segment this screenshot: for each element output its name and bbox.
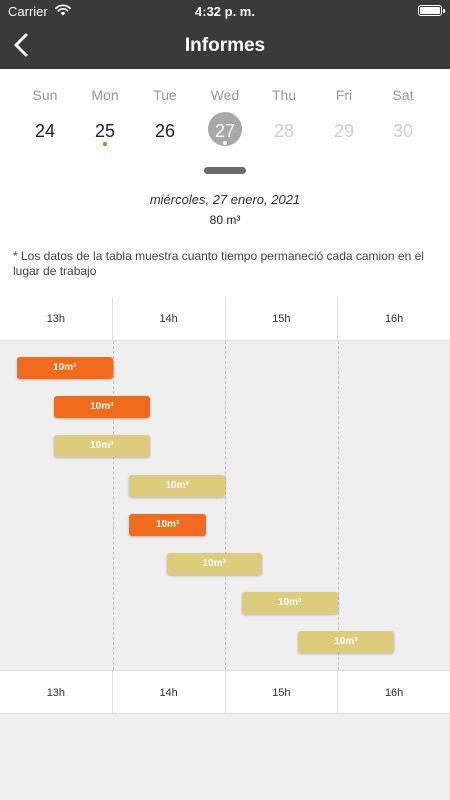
report-date: miércoles, 27 enero, 2021 bbox=[149, 192, 301, 207]
page-title: Informes bbox=[184, 35, 266, 56]
truck-stay-bar[interactable]: 10m³ bbox=[129, 474, 225, 497]
day-number: 27 bbox=[214, 121, 236, 141]
day-name: Fri bbox=[335, 87, 353, 103]
hour-label: 14h bbox=[113, 671, 226, 713]
day-tue[interactable]: Tue 26 bbox=[135, 69, 195, 169]
hours-header-top: 13h 14h 15h 16h bbox=[0, 297, 450, 341]
hour-label: 16h bbox=[384, 313, 404, 325]
report-summary: miércoles, 27 enero, 2021 80 m³ * Los da… bbox=[0, 183, 450, 297]
day-name: Wed bbox=[210, 87, 240, 103]
day-number: 26 bbox=[154, 121, 176, 141]
hour-label: 15h bbox=[226, 297, 339, 340]
hour-gridline bbox=[337, 341, 339, 670]
truck-timeline: 10m³ 10m³ 10m³ 10m³ 10m³ 10m³ 10m³ 10m³ bbox=[0, 341, 450, 670]
report-note: * Los datos de la tabla muestra cuanto t… bbox=[13, 249, 424, 278]
day-wed[interactable]: Wed 27 bbox=[195, 69, 255, 169]
truck-stay-bar[interactable]: 10m³ bbox=[241, 592, 338, 615]
day-mon[interactable]: Mon 25 bbox=[75, 69, 135, 169]
day-sat[interactable]: Sat 30 bbox=[373, 69, 433, 169]
truck-stay-bar[interactable]: 10m³ bbox=[298, 631, 394, 654]
day-number: 24 bbox=[34, 121, 56, 141]
status-bar: Carrier 4:32 p. m. bbox=[0, 0, 450, 22]
day-number: 28 bbox=[273, 121, 295, 141]
hour-gridline bbox=[225, 341, 226, 670]
battery-icon bbox=[418, 5, 445, 16]
week-strip: Sun 24 Mon 25 Tue 26 Wed 27 Thu 28 Fri 29 Sat 30 bbox=[0, 69, 450, 183]
hour-label: 14h bbox=[113, 297, 226, 340]
day-name: Thu bbox=[271, 87, 297, 103]
truck-stay-bar[interactable]: 10m³ bbox=[54, 435, 150, 458]
truck-stay-bar[interactable]: 10m³ bbox=[54, 396, 150, 419]
day-sun[interactable]: Sun 24 bbox=[15, 69, 75, 169]
clock: 4:32 p. m. bbox=[195, 4, 255, 19]
day-number: 29 bbox=[333, 121, 355, 141]
hour-gridline bbox=[112, 341, 114, 670]
navigation-bar: Informes bbox=[0, 22, 450, 69]
truck-stay-bar[interactable]: 10m³ bbox=[166, 553, 263, 575]
truck-stay-bar[interactable]: 10m³ bbox=[129, 513, 206, 536]
selected-day-circle bbox=[208, 112, 242, 146]
day-fri[interactable]: Fri 29 bbox=[314, 69, 374, 169]
day-name: Mon bbox=[91, 87, 119, 103]
hour-label: 13h bbox=[0, 671, 113, 713]
wifi-icon bbox=[55, 4, 71, 16]
report-volume: 80 m³ bbox=[209, 213, 241, 227]
day-name: Sat bbox=[392, 87, 414, 103]
day-name: Tue bbox=[153, 87, 177, 103]
back-chevron-icon[interactable] bbox=[8, 31, 36, 59]
hour-label: 16h bbox=[384, 687, 404, 699]
day-number: 25 bbox=[94, 121, 116, 141]
hour-label: 13h bbox=[0, 297, 113, 340]
day-number: 30 bbox=[392, 121, 414, 141]
event-dot-indicator bbox=[103, 142, 107, 146]
event-dot-indicator bbox=[223, 141, 227, 145]
hours-header-bottom: 13h 14h 15h 16h bbox=[0, 670, 450, 714]
expand-calendar-handle[interactable] bbox=[204, 167, 246, 174]
day-name: Sun bbox=[32, 87, 58, 103]
day-thu[interactable]: Thu 28 bbox=[254, 69, 314, 169]
carrier-label: Carrier bbox=[8, 4, 48, 19]
hour-label: 15h bbox=[226, 671, 339, 713]
truck-stay-bar[interactable]: 10m³ bbox=[16, 357, 113, 379]
